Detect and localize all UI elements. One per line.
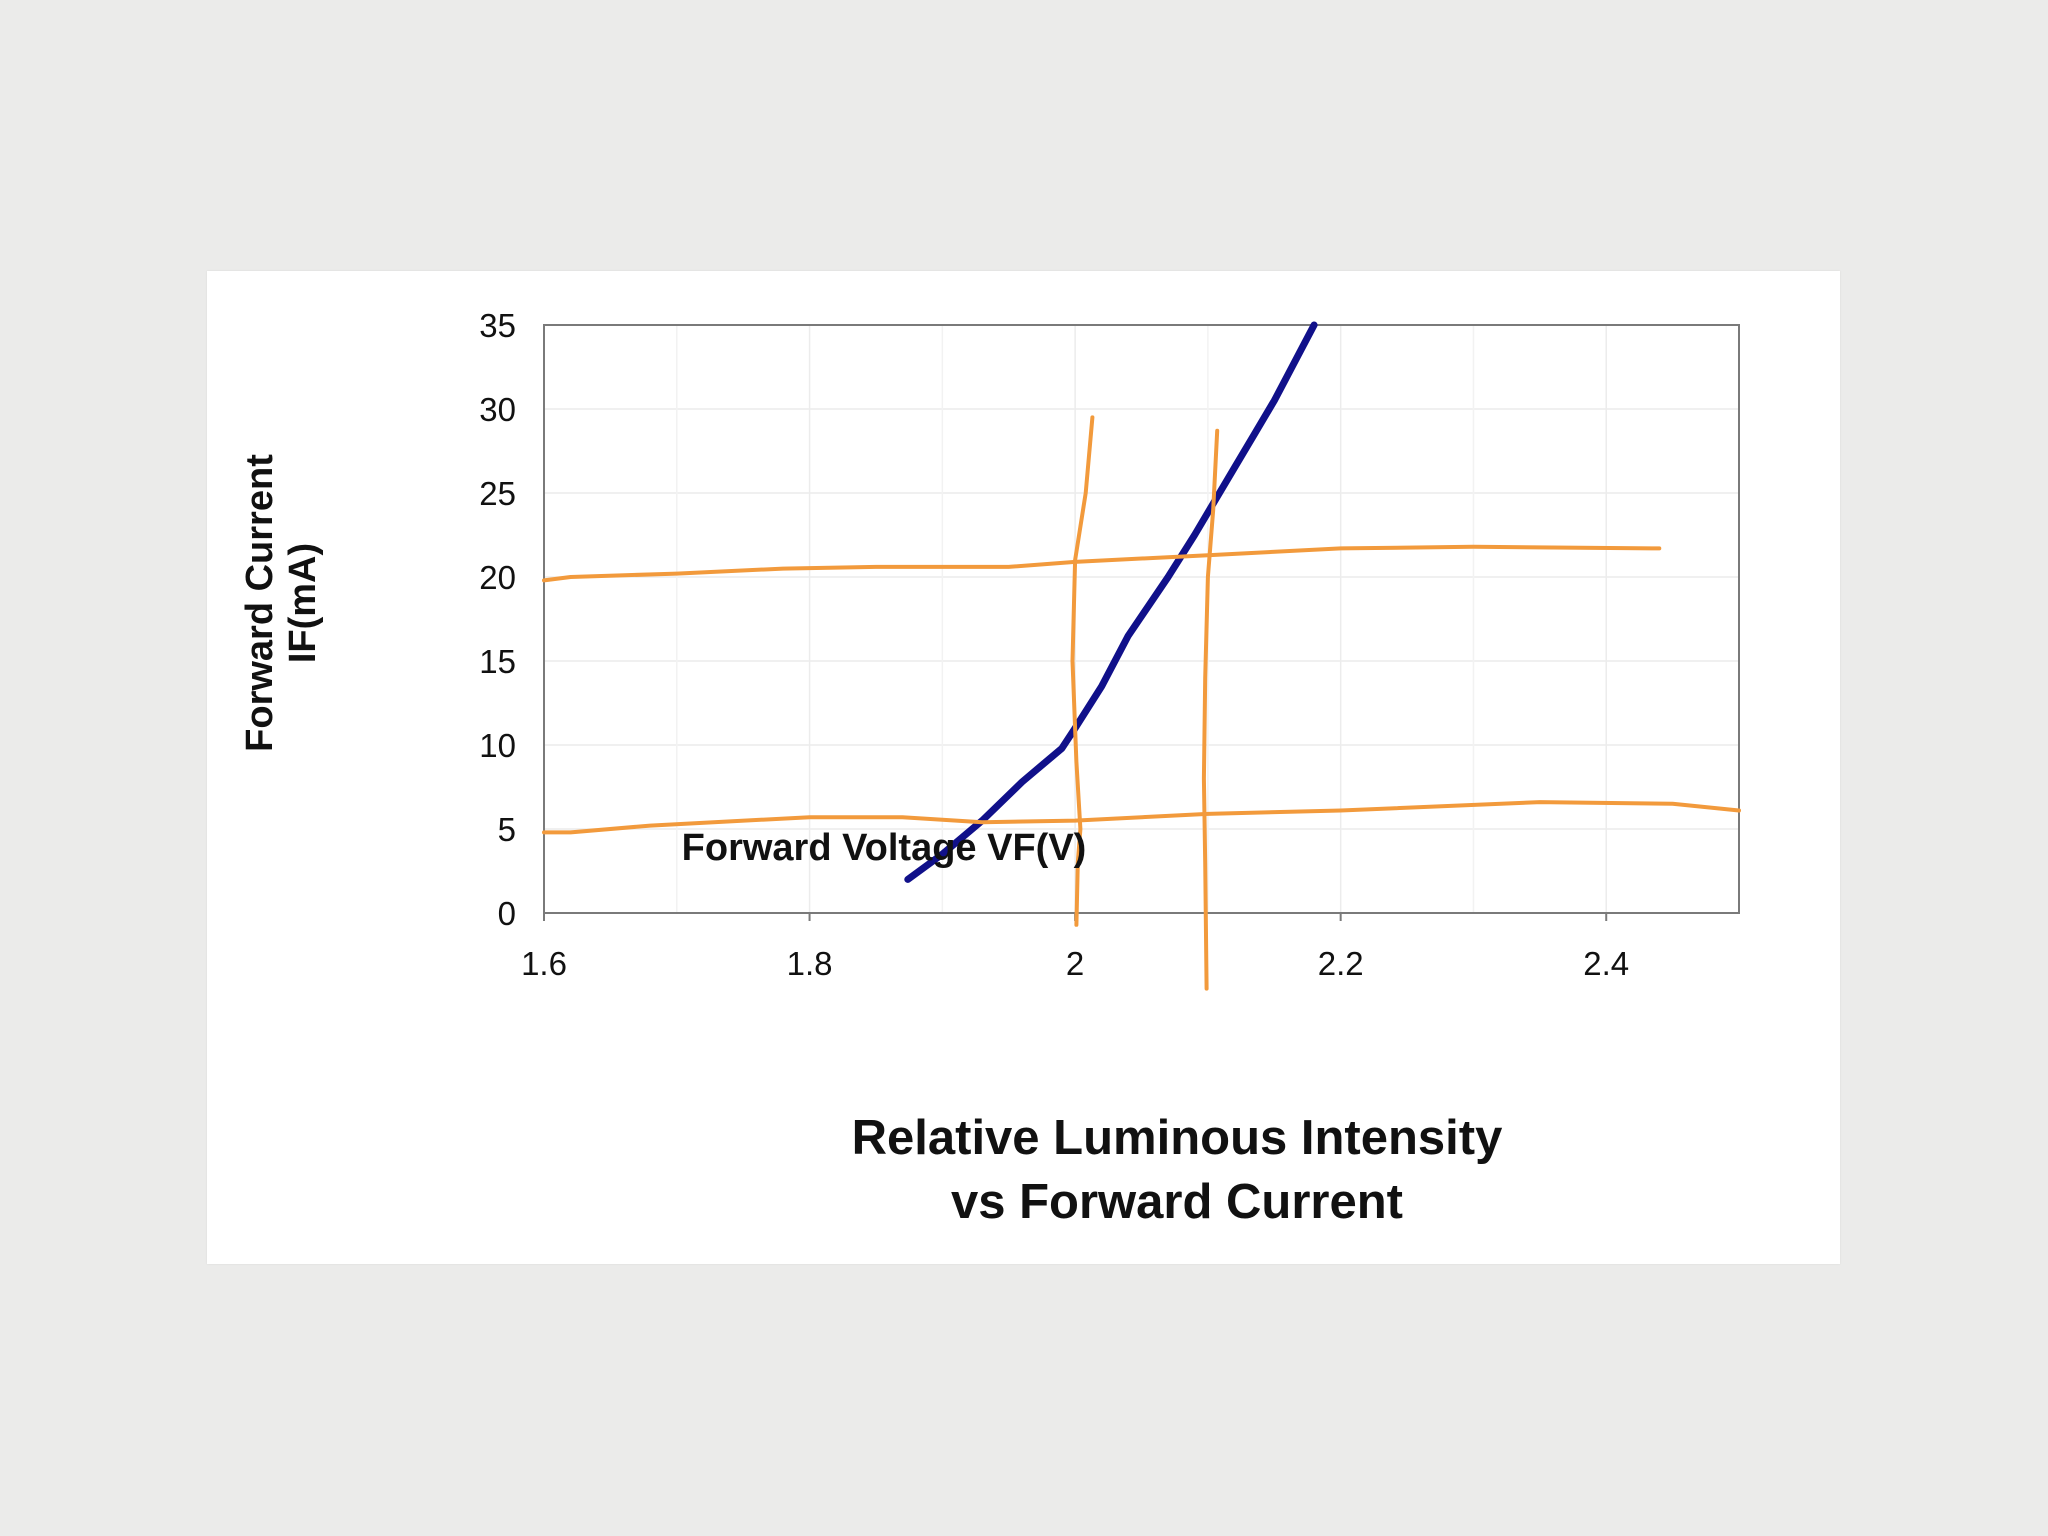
- chart: 0 5 10 15 20 25 30 35 1.6 1.8 2 2.2 2.4 Forward Cur…: [239, 307, 1741, 1229]
- x-axis-title: Forward Voltage VF(V): [682, 827, 1087, 869]
- y-axis: 0 5 10 15 20 25 30 35: [479, 307, 516, 932]
- y-tick-label: 0: [498, 895, 516, 932]
- y-tick-label: 35: [479, 307, 516, 344]
- annotation-stroke-1: [542, 800, 1741, 835]
- gridlines: [544, 325, 1739, 913]
- y-axis-title-line-2: IF(mA): [282, 543, 324, 663]
- y-tick-label: 25: [479, 475, 516, 512]
- chart-title-line-2: vs Forward Current: [951, 1175, 1403, 1229]
- series-layer: [904, 321, 1318, 883]
- x-axis: 1.6 1.8 2 2.2 2.4: [521, 913, 1629, 982]
- annotation-stroke-2: [1070, 415, 1095, 927]
- x-tick-label: 2.2: [1318, 945, 1364, 982]
- y-axis-title-line-1: Forward Current: [239, 454, 281, 752]
- annotation-stroke-0: [542, 544, 1662, 583]
- y-tick-label: 5: [498, 811, 516, 848]
- x-tick-label: 1.8: [787, 945, 833, 982]
- plot-area: [543, 324, 1740, 914]
- x-tick-label: 2: [1066, 945, 1084, 982]
- y-tick-label: 15: [479, 643, 516, 680]
- y-tick-label: 20: [479, 559, 516, 596]
- chart-card: 0 5 10 15 20 25 30 35 1.6 1.8 2 2.2 2.4 Forward Cur…: [207, 271, 1840, 1264]
- y-tick-label: 30: [479, 391, 516, 428]
- chart-title-line-1: Relative Luminous Intensity: [852, 1111, 1503, 1165]
- annotation-layer: [542, 415, 1741, 991]
- x-tick-label: 1.6: [521, 945, 567, 982]
- series-line-0: [904, 321, 1318, 883]
- y-tick-label: 10: [479, 727, 516, 764]
- annotation-stroke-3: [1201, 428, 1220, 991]
- x-tick-label: 2.4: [1583, 945, 1629, 982]
